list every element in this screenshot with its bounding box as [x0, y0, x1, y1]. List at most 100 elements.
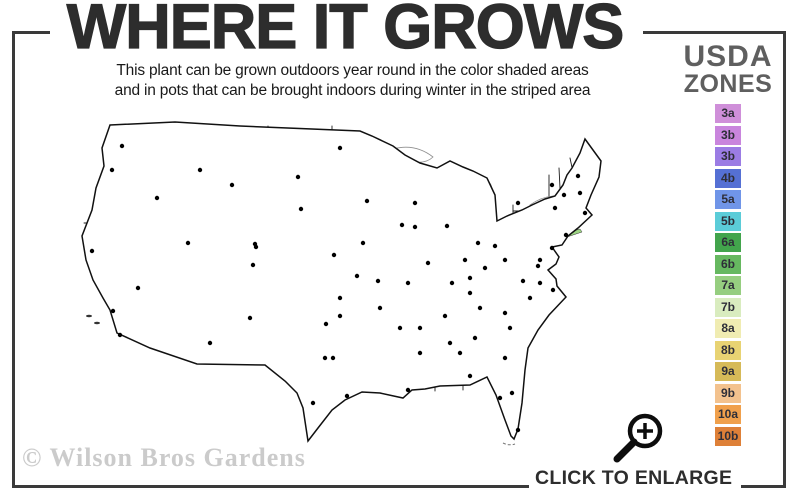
- city-dot: [154, 195, 160, 201]
- city-dot: [229, 182, 235, 188]
- usda-zone-swatch: 8b: [715, 340, 741, 360]
- usda-zone-swatch: 8a: [715, 319, 741, 338]
- city-dot: [377, 305, 383, 311]
- city-dot: [527, 295, 533, 301]
- city-dot: [442, 313, 448, 319]
- usda-zone-swatch: 10a: [715, 405, 741, 424]
- city-dot: [502, 355, 508, 361]
- city-dot: [375, 278, 381, 284]
- city-dot: [89, 248, 95, 254]
- city-dot: [550, 287, 556, 293]
- city-dot: [110, 308, 116, 314]
- city-dot: [197, 167, 203, 173]
- city-dot: [337, 145, 343, 151]
- city-dot: [467, 373, 473, 379]
- city-dot: [117, 332, 123, 338]
- city-dot: [119, 143, 125, 149]
- usda-zone-swatch: 6b: [715, 254, 741, 274]
- city-dot: [364, 198, 370, 204]
- watermark: © Wilson Bros Gardens: [22, 443, 306, 472]
- city-dot: [515, 200, 521, 206]
- frame-border-top-right: [643, 31, 786, 34]
- city-dot: [520, 278, 526, 284]
- frame-border-bottom-right: [741, 485, 786, 488]
- city-dot: [207, 340, 213, 346]
- city-dot: [462, 257, 468, 263]
- city-dot: [497, 395, 503, 401]
- city-dot: [405, 280, 411, 286]
- city-dot: [444, 223, 450, 229]
- legend-title-zones: ZONES: [683, 70, 773, 98]
- usda-zone-swatch: 6a: [715, 233, 741, 252]
- city-dot: [561, 192, 567, 198]
- enlarge-button[interactable]: CLICK TO ENLARGE: [535, 405, 785, 490]
- city-dot: [472, 335, 478, 341]
- subtitle-line-1: This plant can be grown outdoors year ro…: [116, 62, 589, 79]
- frame-border-right: [783, 31, 786, 488]
- usda-zone-swatch: 7a: [715, 276, 741, 295]
- city-dot: [563, 232, 569, 238]
- usda-zone-swatch: 9b: [715, 383, 741, 403]
- city-dot: [310, 400, 316, 406]
- subtitle: This plant can be grown outdoors year ro…: [40, 61, 665, 101]
- city-dot: [360, 240, 366, 246]
- city-dot: [535, 263, 541, 269]
- city-dot: [467, 275, 473, 281]
- city-dot: [502, 257, 508, 263]
- usda-zone-swatch: 5a: [715, 190, 741, 209]
- city-dot: [492, 243, 498, 249]
- city-dot: [447, 340, 453, 346]
- city-dot: [582, 210, 588, 216]
- city-dot: [250, 262, 256, 268]
- city-dot: [475, 240, 481, 246]
- city-dot: [322, 355, 328, 361]
- subtitle-line-2: and in pots that can be brought indoors …: [114, 81, 591, 99]
- city-dot: [502, 310, 508, 316]
- city-dot: [354, 273, 360, 279]
- usda-zone-swatch: 7b: [715, 297, 741, 317]
- enlarge-label[interactable]: CLICK TO ENLARGE: [535, 467, 733, 489]
- city-dot: [417, 325, 423, 331]
- usda-zone-swatch: 4b: [715, 168, 741, 188]
- usda-zone-swatch: 3b: [715, 147, 741, 166]
- city-dot: [412, 200, 418, 206]
- us-map[interactable]: [75, 113, 615, 458]
- usda-zone-swatch: 3b: [715, 125, 741, 145]
- city-dot: [298, 206, 304, 212]
- city-dots: [89, 143, 588, 433]
- legend-title-usda: USDA: [683, 40, 773, 73]
- city-dot: [252, 241, 258, 247]
- city-dot: [135, 285, 141, 291]
- city-dot: [412, 224, 418, 230]
- usda-zone-list: 3a 3b 3b 4b 5a 5b 6a 6b 7a 7b 8a 8b 9a 9b 10a 10b: [672, 104, 784, 446]
- city-dot: [295, 174, 301, 180]
- city-dot: [109, 167, 115, 173]
- magnifier-plus-icon[interactable]: [600, 405, 664, 467]
- city-dot: [549, 182, 555, 188]
- usda-zone-swatch: 9a: [715, 362, 741, 381]
- city-dot: [467, 290, 473, 296]
- usda-zone-swatch: 10b: [715, 426, 741, 446]
- city-dot: [537, 257, 543, 263]
- city-dot: [331, 252, 337, 258]
- usda-zone-swatch: 3a: [715, 104, 741, 123]
- city-dot: [549, 245, 555, 251]
- city-dot: [449, 280, 455, 286]
- city-dot: [247, 315, 253, 321]
- city-dot: [425, 260, 431, 266]
- usda-zones-legend: USDA ZONES 3a 3b 3b 4b 5a 5b 6a 6b 7a 7b 8a 8b 9a 9b 1…: [672, 42, 784, 448]
- city-dot: [577, 190, 583, 196]
- city-dot: [482, 265, 488, 271]
- city-dot: [323, 321, 329, 327]
- city-dot: [509, 390, 515, 396]
- city-dot: [337, 295, 343, 301]
- city-dot: [477, 305, 483, 311]
- city-dot: [330, 355, 336, 361]
- city-dot: [417, 350, 423, 356]
- frame-border-left: [12, 31, 15, 488]
- city-dot: [575, 173, 581, 179]
- usda-zone-swatch: 5b: [715, 211, 741, 231]
- city-dot: [185, 240, 191, 246]
- page-title: WHERE IT GROWS: [66, 0, 625, 62]
